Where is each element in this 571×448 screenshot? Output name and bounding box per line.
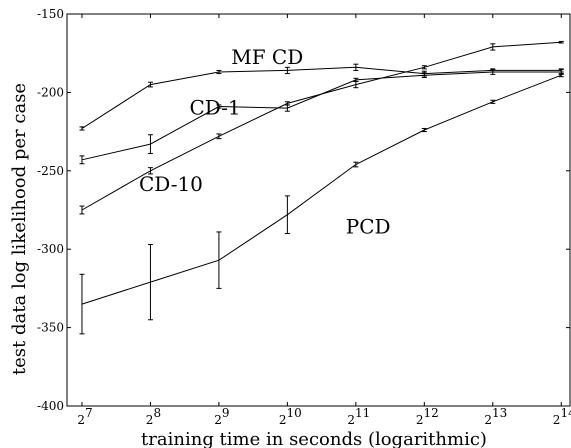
- series-layer: MF CD CD-1 CD-10 PCD: [79, 40, 564, 335]
- data-point-cd-1: [421, 72, 427, 79]
- data-point-pcd: [490, 99, 496, 104]
- series-label-pcd: PCD: [346, 215, 391, 239]
- data-point-pcd: [421, 127, 427, 133]
- series-label-mf-cd: MF CD: [231, 45, 303, 69]
- x-tick-label: 214: [553, 406, 571, 427]
- data-point-pcd: [147, 243, 153, 321]
- y-tick-label: -350: [37, 321, 64, 335]
- data-point-cd-10: [284, 101, 290, 106]
- x-tick-label: 213: [484, 406, 507, 427]
- x-axis: 27 28 29 210 211 212 213 214: [77, 14, 571, 427]
- data-point-mf-cd: [79, 126, 85, 131]
- data-point-pcd: [353, 161, 359, 168]
- data-point-cd-10: [421, 65, 427, 70]
- x-tick-label: 210: [279, 406, 302, 427]
- data-point-cd-10: [216, 133, 222, 140]
- data-point-cd-1: [490, 69, 496, 75]
- x-tick-label: 211: [347, 406, 370, 427]
- x-axis-label: training time in seconds (logarithmic): [141, 429, 487, 448]
- data-point-cd-1: [147, 134, 153, 155]
- series-line-mf-cd: [81, 66, 562, 129]
- series-line-cd-10: [81, 41, 562, 211]
- series-line-pcd: [81, 74, 562, 305]
- data-point-cd-10: [79, 205, 85, 215]
- y-axis-label: test data log likelihood per case: [9, 83, 30, 375]
- data-point-cd-10: [147, 167, 153, 175]
- data-point-cd-10: [353, 80, 359, 89]
- series-cd-10: CD-10: [79, 40, 564, 215]
- data-point-mf-cd: [216, 69, 222, 75]
- x-tick-label: 27: [77, 406, 92, 427]
- data-point-cd-1: [216, 104, 222, 109]
- y-axis: -400 -350 -300 -250 -200 -150: [37, 7, 570, 413]
- data-point-cd-10: [490, 43, 496, 51]
- x-tick-label: 29: [214, 406, 229, 427]
- data-point-mf-cd: [284, 66, 290, 75]
- y-tick-label: -150: [37, 7, 64, 21]
- data-point-pcd: [79, 273, 85, 335]
- data-point-pcd: [284, 195, 290, 235]
- series-mf-cd: MF CD: [79, 45, 564, 131]
- data-point-pcd: [216, 231, 222, 289]
- data-point-pcd: [558, 73, 564, 78]
- y-tick-label: -400: [37, 399, 64, 413]
- x-tick-label: 212: [416, 406, 439, 427]
- x-tick-label: 28: [146, 406, 161, 427]
- series-label-cd-10: CD-10: [139, 172, 203, 196]
- y-tick-label: -300: [37, 242, 64, 256]
- y-tick-label: -200: [37, 85, 64, 99]
- y-tick-label: -250: [37, 164, 64, 178]
- series-label-cd-1: CD-1: [189, 95, 240, 119]
- data-point-cd-10: [558, 40, 564, 44]
- data-point-mf-cd: [147, 81, 153, 88]
- plot-area: [66, 13, 571, 407]
- data-point-mf-cd: [353, 63, 359, 71]
- data-point-cd-1: [79, 155, 85, 165]
- series-pcd: PCD: [79, 73, 564, 335]
